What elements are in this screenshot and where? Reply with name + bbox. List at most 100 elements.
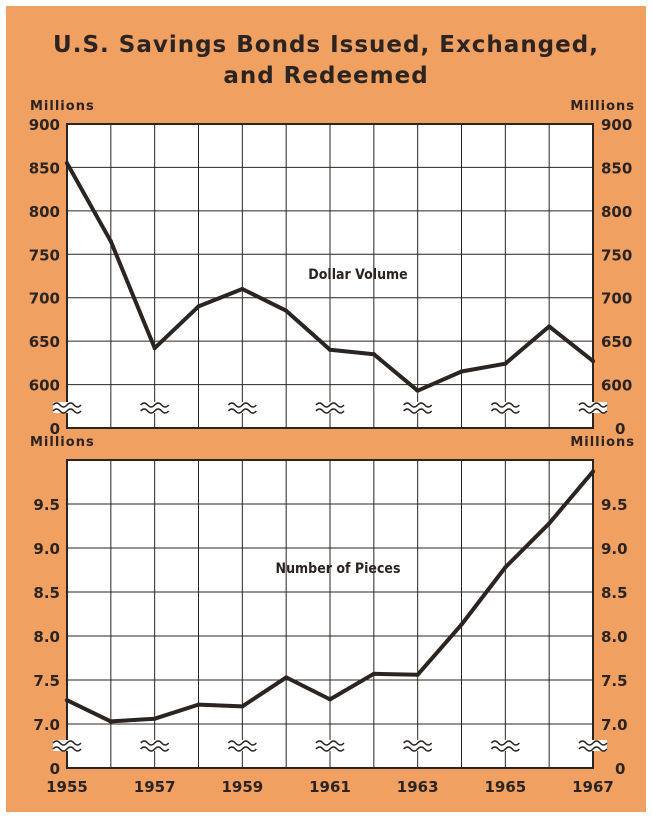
axis-break-mark [315, 740, 345, 746]
axis-break-mark [140, 746, 170, 752]
x-tick-label: 1965 [484, 778, 526, 796]
data-point [503, 565, 508, 570]
y-tick-label-right: 650 [601, 333, 632, 351]
y-unit-label-left: Millions [30, 99, 95, 114]
y-tick-label-right: 700 [601, 290, 632, 308]
data-point [328, 697, 332, 702]
axis-break-mark [315, 402, 345, 408]
axis-break-mark [227, 408, 257, 414]
y-unit-label-right: Millions [570, 435, 635, 450]
axis-break-mark [578, 402, 608, 408]
x-tick-label: 1957 [134, 778, 176, 796]
axis-break-gap [316, 740, 344, 751]
y-tick-label-right: 600 [601, 377, 632, 395]
axis-break-gap [228, 740, 257, 751]
data-point [371, 671, 376, 676]
data-point [328, 347, 332, 352]
axis-break-gap [53, 740, 81, 751]
x-tick-label: 1959 [221, 778, 263, 796]
axis-break-mark [490, 740, 520, 746]
data-point [459, 622, 464, 627]
axis-break-gap [403, 402, 432, 413]
x-tick-label: 1961 [309, 778, 351, 796]
axis-break-mark [490, 746, 520, 752]
y-tick-label-left: 9.0 [33, 540, 60, 558]
y-tick-label-left: 700 [29, 290, 60, 308]
data-point [591, 469, 595, 474]
y-tick-label-right: 0 [615, 760, 625, 778]
data-point [459, 369, 464, 374]
axis-break-gap [579, 402, 607, 413]
y-tick-label-right: 0 [615, 420, 625, 438]
y-tick-label-right: 900 [601, 116, 632, 134]
data-point [415, 388, 420, 393]
data-point [196, 304, 201, 309]
x-tick-label: 1963 [397, 778, 439, 796]
y-tick-label-left: 0 [50, 420, 60, 438]
axis-break-mark [315, 746, 345, 752]
series-label-2: Number of Pieces [276, 561, 401, 577]
y-tick-label-left: 900 [29, 116, 60, 134]
y-tick-label-left: 7.0 [33, 716, 60, 734]
axis-break-gap [140, 740, 169, 751]
y-tick-label-right: 8.0 [601, 628, 628, 646]
data-point [108, 239, 113, 244]
data-point [547, 324, 552, 329]
y-tick-label-left: 7.5 [33, 672, 60, 690]
y-tick-label-right: 800 [601, 203, 632, 221]
data-point [284, 308, 289, 313]
data-point [371, 352, 376, 357]
y-tick-label-left: 600 [29, 377, 60, 395]
panel-1: Dollar Volume [52, 123, 608, 429]
y-tick-label-left: 850 [29, 159, 60, 177]
y-unit-label-right: Millions [570, 99, 635, 114]
y-tick-label-left: 650 [29, 333, 60, 351]
data-point [65, 161, 69, 166]
data-point [152, 346, 157, 351]
data-point [503, 361, 508, 366]
y-tick-label-left: 0 [50, 760, 60, 778]
axis-break-mark [578, 408, 608, 414]
axis-break-gap [491, 402, 520, 413]
axis-break-gap [140, 402, 169, 413]
axis-break-mark [490, 402, 520, 408]
axis-break-gap [316, 402, 344, 413]
data-point [415, 672, 420, 677]
axis-break-gap [53, 402, 81, 413]
axis-break-mark [578, 746, 608, 752]
axis-break-mark [52, 402, 82, 408]
axis-break-mark [403, 402, 433, 408]
axis-break-mark [227, 746, 257, 752]
axis-break-mark [52, 740, 82, 746]
y-tick-label-right: 9.0 [601, 540, 628, 558]
y-tick-label-right: 7.0 [601, 716, 628, 734]
series-label-1: Dollar Volume [308, 267, 407, 283]
data-point [240, 287, 245, 292]
axis-break-gap [579, 740, 607, 751]
data-point [196, 702, 201, 707]
axis-break-mark [403, 746, 433, 752]
x-tick-label: 1967 [572, 778, 614, 796]
y-tick-label-right: 9.5 [601, 496, 628, 514]
axis-break-mark [140, 408, 170, 414]
y-tick-label-left: 8.5 [33, 584, 60, 602]
axis-break-gap [491, 740, 520, 751]
y-tick-label-left: 9.5 [33, 496, 60, 514]
axis-break-gap [403, 740, 432, 751]
y-tick-label-right: 850 [601, 159, 632, 177]
data-point [591, 359, 595, 364]
axis-break-mark [140, 740, 170, 746]
chart-title-line1: U.S. Savings Bonds Issued, Exchanged, [53, 32, 599, 58]
data-point [152, 716, 157, 721]
axis-break-mark [140, 402, 170, 408]
data-point [547, 521, 552, 526]
axis-break-mark [52, 746, 82, 752]
axis-break-mark [315, 408, 345, 414]
y-tick-label-right: 8.5 [601, 584, 628, 602]
axis-break-mark [403, 408, 433, 414]
axis-break-mark [227, 740, 257, 746]
axis-break-mark [490, 408, 520, 414]
y-tick-label-right: 750 [601, 246, 632, 264]
axis-break-gap [228, 402, 257, 413]
